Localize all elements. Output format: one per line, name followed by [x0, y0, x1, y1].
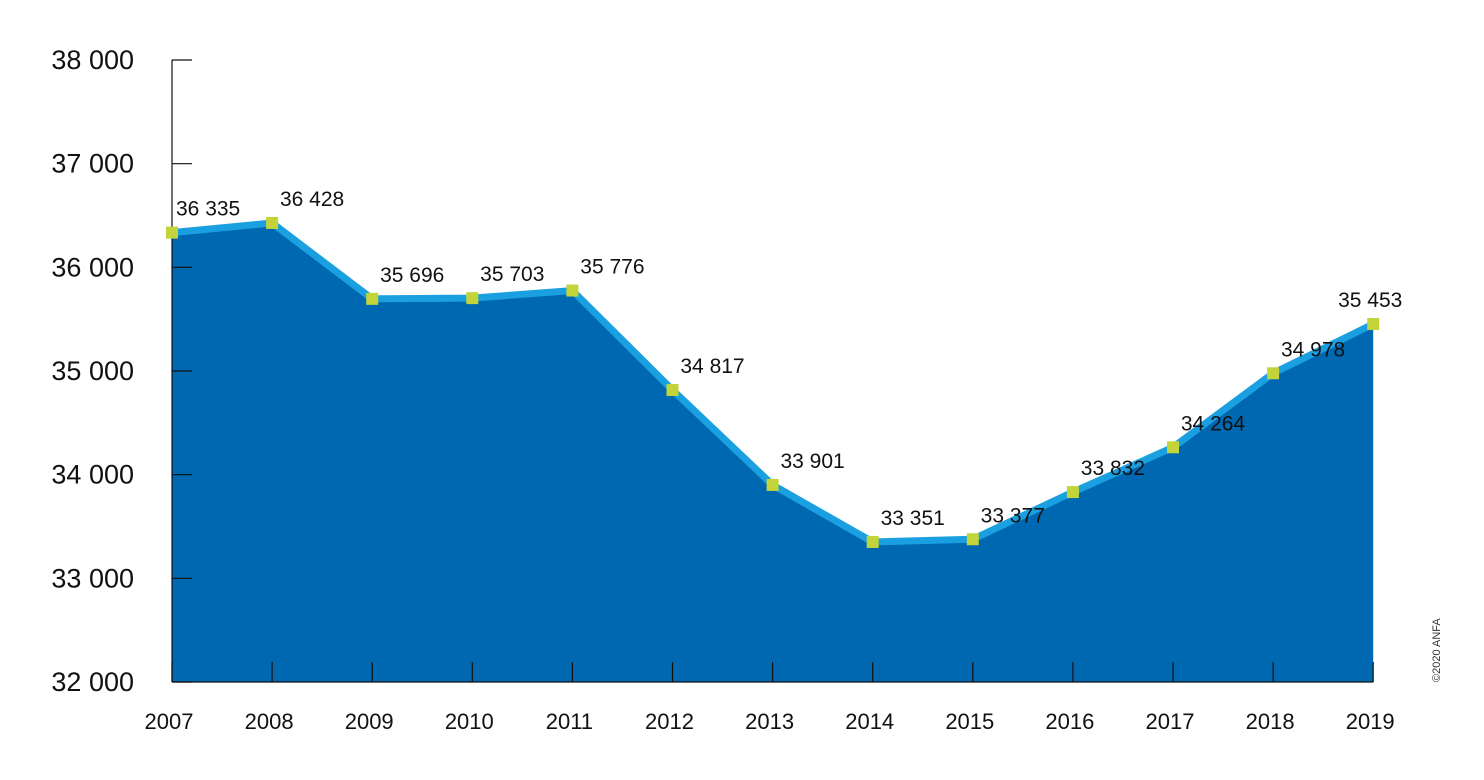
data-label: 33 832: [1081, 457, 1145, 480]
data-point: [266, 216, 279, 229]
data-point: [166, 226, 178, 239]
data-label: 33 377: [981, 504, 1045, 527]
y-tick-label: 34 000: [51, 460, 134, 490]
data-point: [666, 383, 679, 396]
data-point: [566, 284, 579, 297]
data-label: 33 901: [780, 450, 844, 473]
data-point: [866, 535, 879, 548]
x-tick-label: 2012: [645, 709, 694, 734]
data-point: [366, 292, 379, 305]
x-tick-label: 2017: [1146, 709, 1195, 734]
data-point: [766, 478, 779, 491]
x-tick-label: 2015: [945, 709, 994, 734]
y-tick-label: 32 000: [51, 667, 134, 697]
x-tick-label: 2008: [245, 709, 294, 734]
x-tick-label: 2018: [1246, 709, 1295, 734]
y-tick-label: 36 000: [51, 252, 134, 282]
data-point: [1367, 318, 1380, 331]
data-label: 35 696: [380, 264, 444, 287]
area-fill: [172, 222, 1374, 683]
data-label: 34 978: [1281, 338, 1345, 361]
label-layer: 36 335 36 428 35 696 35 703 35 776 34 817 33 9…: [176, 188, 1402, 530]
axis-layer: 32 000 33 000 34 000 35 000 36 000 37 000 38 0…: [51, 45, 1394, 734]
x-tick-label: 2010: [445, 709, 494, 734]
area-layer: [172, 222, 1374, 683]
data-point: [966, 533, 979, 546]
x-tick-label: 2007: [145, 709, 194, 734]
x-tick-label: 2016: [1045, 709, 1094, 734]
copyright-credit: ©2020 ANFA: [1431, 618, 1443, 682]
y-tick-label: 35 000: [51, 356, 134, 386]
x-tick-label: 2014: [845, 709, 894, 734]
data-label: 33 351: [881, 507, 945, 530]
data-label: 36 335: [176, 198, 240, 221]
x-tick-label: 2011: [546, 709, 593, 734]
data-label: 35 703: [480, 263, 544, 286]
y-tick-label: 37 000: [51, 149, 134, 179]
data-point: [1267, 367, 1280, 380]
y-tick-label: 33 000: [51, 563, 134, 593]
x-tick-label: 2009: [345, 709, 394, 734]
x-tick-label: 2019: [1346, 709, 1395, 734]
data-label: 35 453: [1338, 289, 1402, 312]
marker-layer: [166, 216, 1380, 548]
data-label: 34 817: [680, 355, 744, 378]
y-tick-label: 38 000: [51, 45, 134, 75]
data-point: [1167, 441, 1179, 454]
data-label: 34 264: [1181, 412, 1246, 435]
data-point: [466, 292, 479, 305]
x-tick-label: 2013: [745, 709, 794, 734]
data-label: 35 776: [580, 256, 644, 279]
data-label: 36 428: [280, 188, 344, 211]
data-point: [1066, 486, 1079, 499]
